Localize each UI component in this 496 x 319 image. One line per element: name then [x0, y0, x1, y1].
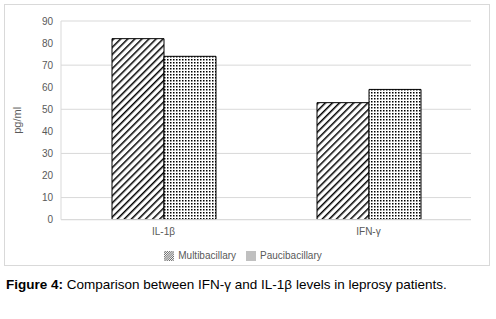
svg-text:0: 0	[47, 214, 53, 225]
svg-text:20: 20	[42, 170, 54, 181]
svg-text:IL-1β: IL-1β	[152, 226, 175, 237]
svg-text:IFN-γ: IFN-γ	[356, 226, 380, 237]
svg-text:pg/ml: pg/ml	[11, 107, 23, 134]
svg-text:70: 70	[42, 60, 54, 71]
html-text:Figure 4: Comparison between I: Figure 4: Comparison between IFN-γ and I…	[6, 277, 447, 292]
html-text:Multibacillary: Multibacillary	[178, 249, 236, 261]
html-text:Paucibacillary: Paucibacillary	[260, 249, 322, 261]
svg-text:50: 50	[42, 104, 54, 115]
svg-text:80: 80	[42, 38, 54, 49]
svg-text:40: 40	[42, 126, 54, 137]
svg-text:30: 30	[42, 148, 54, 159]
svg-text:10: 10	[42, 192, 54, 203]
svg-text:60: 60	[42, 82, 54, 93]
svg-text:90: 90	[42, 16, 54, 27]
